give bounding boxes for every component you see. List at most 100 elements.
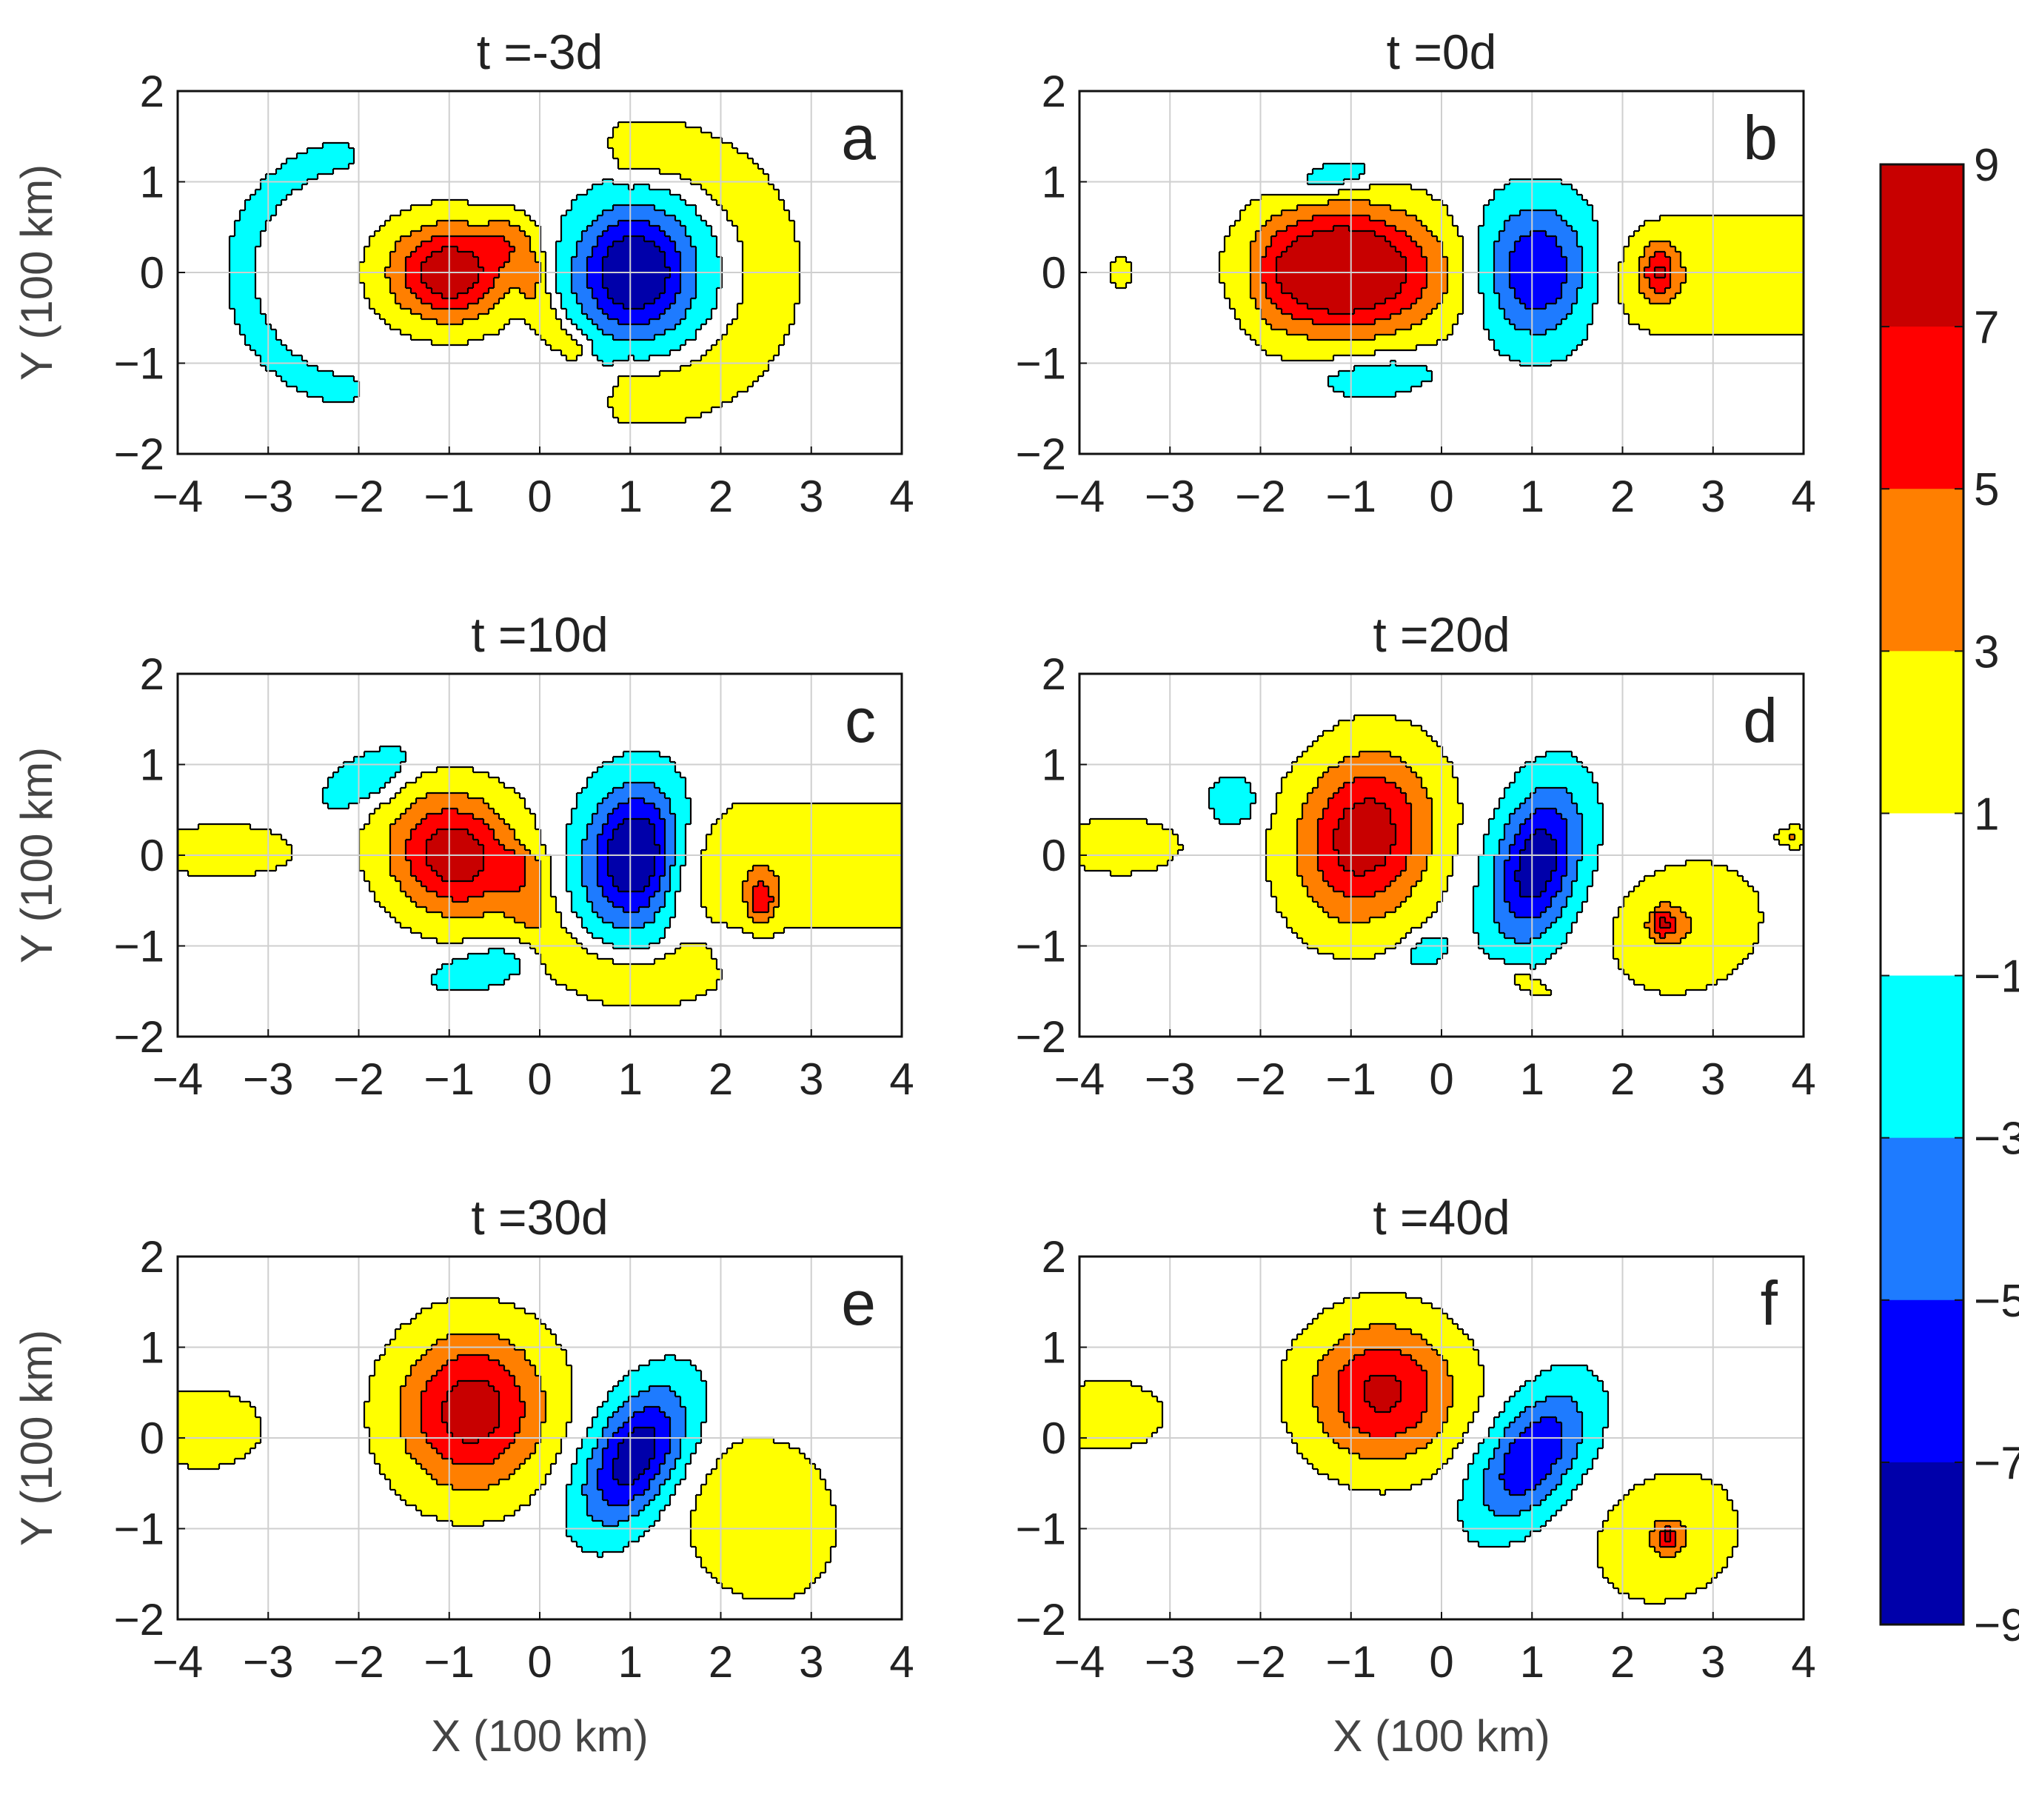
y-tick-label: −1 xyxy=(1016,339,1066,389)
x-tick-label: −2 xyxy=(333,1054,384,1104)
y-tick-label: −2 xyxy=(114,1012,164,1062)
x-tick-label: −3 xyxy=(243,472,293,521)
y-tick-label: 0 xyxy=(140,831,164,880)
x-tick-label: −3 xyxy=(243,1637,293,1687)
colorbar-tick-label: −1 xyxy=(1974,951,2019,1003)
x-tick-label: 3 xyxy=(799,472,823,521)
x-tick-label: 3 xyxy=(1701,1637,1725,1687)
colorbar-tick-label: 7 xyxy=(1974,302,1999,353)
x-tick-label: −4 xyxy=(1054,1637,1105,1687)
y-tick-label: −1 xyxy=(114,339,164,389)
panel-letter: a xyxy=(841,103,876,173)
colorbar: 9 7 5 3 1 −1 −3 −5 −7 −9 xyxy=(1879,140,2019,1651)
y-tick-label: −2 xyxy=(1016,1012,1066,1062)
panel-letter: d xyxy=(1743,686,1778,755)
x-axis-label: X (100 km) xyxy=(1333,1711,1550,1761)
colorbar-tick-label: 5 xyxy=(1974,464,1999,515)
panel-title: t =20d xyxy=(1373,607,1510,662)
panel-b: −4 −3 −2 −1 0 1 2 3 4 2 1 0 −1 −2 t =0d b xyxy=(1016,24,1816,521)
panel-letter: b xyxy=(1743,103,1778,173)
x-tick-label: 3 xyxy=(1701,472,1725,521)
x-tick-label: 3 xyxy=(799,1054,823,1104)
colorbar-segment xyxy=(1881,975,1963,1139)
panel-title: t =0d xyxy=(1387,24,1497,79)
x-tick-label: 1 xyxy=(618,1054,643,1104)
x-tick-label: 1 xyxy=(618,1637,643,1687)
y-tick-label: 0 xyxy=(140,248,164,298)
x-tick-label: −4 xyxy=(153,1637,203,1687)
x-tick-label: 2 xyxy=(709,472,733,521)
x-tick-label: −1 xyxy=(424,1054,475,1104)
x-tick-label: −3 xyxy=(1145,1054,1195,1104)
x-tick-label: 2 xyxy=(1610,472,1635,521)
y-axis-label: Y (100 km) xyxy=(12,1330,61,1546)
x-tick-label: −2 xyxy=(1235,472,1285,521)
x-tick-label: 0 xyxy=(1429,1637,1453,1687)
grid xyxy=(1079,1257,1804,1619)
x-tick-label: 1 xyxy=(1520,1054,1544,1104)
grid xyxy=(178,1257,902,1619)
x-tick-label: 3 xyxy=(1701,1054,1725,1104)
contour-lines xyxy=(178,745,902,1007)
x-tick-label: −3 xyxy=(1145,1637,1195,1687)
colorbar-segment xyxy=(1881,1299,1963,1463)
y-axis-label: Y (100 km) xyxy=(12,164,61,381)
x-tick-label: 4 xyxy=(889,1637,914,1687)
panel-c: −4 −3 −2 −1 0 1 2 3 4 2 1 0 −1 −2 t =10d c Y (100 km) xyxy=(12,607,914,1104)
y-tick-label: −1 xyxy=(114,1505,164,1554)
y-tick-label: −2 xyxy=(1016,429,1066,479)
panel-f: −4 −3 −2 −1 0 1 2 3 4 2 1 0 −1 −2 t =40d f X (100 km) xyxy=(1016,1190,1816,1761)
x-tick-label: 2 xyxy=(709,1637,733,1687)
grid xyxy=(178,91,902,454)
x-tick-label: −3 xyxy=(243,1054,293,1104)
colorbar-tick-label: −3 xyxy=(1974,1114,2019,1165)
y-tick-label: 2 xyxy=(1042,1232,1066,1282)
x-tick-label: −1 xyxy=(1326,472,1376,521)
panel-title: t =40d xyxy=(1373,1190,1510,1245)
y-tick-label: −1 xyxy=(114,922,164,971)
colorbar-tick-label: −7 xyxy=(1974,1438,2019,1489)
panel-title: t =10d xyxy=(471,607,608,662)
contour-fill xyxy=(178,1298,837,1599)
x-tick-label: 0 xyxy=(527,1637,552,1687)
x-tick-label: 1 xyxy=(618,472,643,521)
x-tick-label: −1 xyxy=(424,1637,475,1687)
y-tick-label: 1 xyxy=(140,1323,164,1373)
colorbar-segment xyxy=(1881,327,1963,489)
grid xyxy=(1079,91,1804,454)
colorbar-segment xyxy=(1881,489,1963,652)
y-tick-label: 1 xyxy=(1042,158,1066,207)
x-tick-label: 0 xyxy=(1429,472,1453,521)
x-tick-label: 4 xyxy=(889,1054,914,1104)
x-tick-label: −4 xyxy=(153,1054,203,1104)
x-tick-label: 4 xyxy=(1791,1637,1815,1687)
colorbar-segment xyxy=(1881,651,1963,814)
x-tick-label: 2 xyxy=(1610,1637,1635,1687)
x-tick-label: −2 xyxy=(333,472,384,521)
y-tick-label: 2 xyxy=(1042,67,1066,116)
colorbar-tick-label: −5 xyxy=(1974,1276,2019,1327)
panel-letter: c xyxy=(845,686,876,755)
x-tick-label: −4 xyxy=(1054,1054,1105,1104)
panel-letter: e xyxy=(841,1268,876,1338)
x-axis-label: X (100 km) xyxy=(431,1711,648,1761)
colorbar-segment xyxy=(1881,1462,1963,1625)
x-tick-label: 4 xyxy=(1791,1054,1815,1104)
y-tick-label: 2 xyxy=(140,649,164,699)
y-tick-label: 1 xyxy=(1042,1323,1066,1373)
colorbar-tick-label: 1 xyxy=(1974,789,1999,840)
y-tick-label: 2 xyxy=(140,67,164,116)
colorbar-tick-label: 9 xyxy=(1974,140,1999,191)
contour-fill xyxy=(1079,715,1804,996)
y-tick-label: 2 xyxy=(140,1232,164,1282)
y-tick-label: −2 xyxy=(114,429,164,479)
contour-fill xyxy=(1111,164,1804,398)
y-tick-label: 1 xyxy=(140,158,164,207)
x-tick-label: 0 xyxy=(1429,1054,1453,1104)
colorbar-segment xyxy=(1881,1137,1963,1301)
y-tick-label: 0 xyxy=(1042,248,1066,298)
x-tick-label: 2 xyxy=(709,1054,733,1104)
x-tick-label: 3 xyxy=(799,1637,823,1687)
panel-title: t =-3d xyxy=(477,24,603,79)
